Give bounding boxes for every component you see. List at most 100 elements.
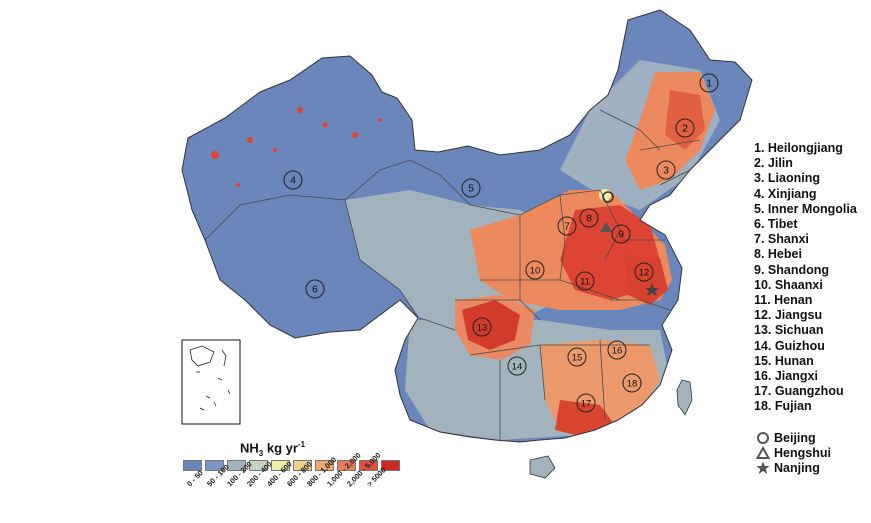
province-number-marker: 7: [557, 216, 577, 236]
city-legend: Beijing Hengshui Nanjing: [756, 430, 831, 475]
xinjiang-hotspot: [236, 183, 240, 187]
legend-swatch: [227, 460, 246, 471]
province-legend-item: 2. Jilin: [754, 156, 793, 171]
province-legend-item: 12. Jiangsu: [754, 308, 823, 323]
svg-text:12: 12: [639, 268, 650, 279]
province-number-marker: 17: [576, 393, 596, 413]
legend-title-unit: kg yr: [263, 440, 298, 456]
province-number-marker: 10: [525, 260, 545, 280]
svg-text:13: 13: [477, 323, 488, 334]
legend-swatch: [249, 460, 268, 471]
province-number-marker: 14: [507, 356, 527, 376]
legend-swatch: [183, 460, 202, 471]
circle-icon: [757, 431, 769, 444]
province-number-marker: 16: [607, 340, 627, 360]
svg-text:17: 17: [581, 399, 592, 410]
legend-title: NH3 kg yr-1: [240, 440, 305, 458]
province-number-marker: 9: [611, 224, 631, 244]
svg-text:9: 9: [618, 229, 624, 241]
xinjiang-hotspot: [247, 137, 253, 143]
legend-swatch: [205, 460, 224, 471]
south-china-sea-inset: [181, 339, 241, 425]
svg-text:11: 11: [580, 277, 590, 288]
svg-text:4: 4: [290, 175, 296, 187]
province-legend-item: 6. Tibet: [754, 217, 798, 232]
province-number-marker: 12: [634, 262, 654, 282]
svg-text:7: 7: [564, 221, 570, 233]
legend-swatch: [359, 460, 378, 471]
city-markers: [600, 191, 659, 296]
legend-swatch: [315, 460, 334, 471]
province-legend-item: 18. Fujian: [754, 399, 812, 414]
legend-swatch: [381, 460, 400, 471]
province-legend-item: 14. Guizhou: [754, 338, 825, 353]
province-number-marker: 4: [283, 170, 303, 190]
province-legend-item: 1. Heilongjiang: [754, 141, 843, 155]
xinjiang-hotspot: [322, 122, 328, 128]
city-name: Nanjing: [774, 460, 820, 475]
province-legend-item: 5. Inner Mongolia: [754, 201, 857, 216]
xinjiang-hotspot: [378, 118, 382, 122]
province-boundaries: [204, 109, 701, 440]
province-legend-item: 15. Hunan: [754, 353, 814, 368]
xinjiang-hotspot: [273, 148, 277, 152]
province-number-marker: 11: [575, 271, 595, 291]
province-number-marker: 1: [699, 73, 719, 93]
hainan-island: [529, 455, 556, 479]
province-number-marker: 13: [472, 317, 492, 337]
svg-text:10: 10: [530, 266, 541, 277]
svg-text:1: 1: [706, 78, 712, 90]
province-legend-item: 13. Sichuan: [754, 323, 824, 338]
province-number-marker: 5: [461, 178, 481, 198]
province-legend-item: 10. Shaanxi: [754, 277, 823, 292]
svg-text:3: 3: [663, 165, 669, 177]
star-icon: [756, 461, 770, 474]
xinjiang-hotspot: [297, 107, 303, 113]
province-number-marker: 15: [567, 347, 587, 367]
province-legend-item: 11. Henan: [754, 293, 813, 308]
province-number-marker: 3: [656, 160, 676, 180]
legend-swatch: [293, 460, 312, 471]
legend-title-subscript: 3: [258, 448, 264, 458]
city-legend-row-beijing: Beijing: [756, 430, 831, 445]
china-outline: [181, 9, 753, 443]
beijing-marker: [602, 191, 614, 203]
province-legend-item: 17. Guangzhou: [754, 384, 844, 399]
xinjiang-hotspot: [352, 132, 358, 138]
legend-title-main: NH: [240, 440, 259, 456]
legend-title-superscript: -1: [297, 440, 306, 449]
province-legend-item: 16. Jiangxi: [754, 369, 818, 384]
province-number-marker: 2: [675, 118, 695, 138]
hengshui-marker: [600, 222, 612, 232]
legend-swatch: [337, 460, 356, 471]
svg-text:15: 15: [572, 353, 583, 364]
svg-text:2: 2: [682, 123, 688, 135]
svg-text:5: 5: [468, 183, 474, 195]
taiwan-island: [676, 379, 693, 416]
city-name: Hengshui: [774, 445, 831, 460]
triangle-icon: [756, 445, 770, 459]
nanjing-marker: [645, 283, 659, 296]
province-legend-item: 4. Xinjiang: [754, 186, 817, 201]
province-legend-item: 3. Liaoning: [754, 171, 820, 186]
province-legend-item: 7. Shanxi: [754, 232, 809, 247]
province-legend: 1. Heilongjiang 2. Jilin 3. Liaoning 4. Xin…: [754, 141, 857, 415]
province-legend-item: 9. Shandong: [754, 262, 829, 277]
province-number-marker: 6: [305, 279, 325, 299]
city-legend-row-nanjing: Nanjing: [756, 460, 831, 475]
svg-text:6: 6: [312, 284, 318, 296]
city-name: Beijing: [774, 430, 816, 445]
red-zone-guangdong: [555, 400, 615, 436]
xinjiang-hotspot: [211, 151, 219, 159]
province-number-marker: 8: [579, 208, 599, 228]
city-legend-row-hengshui: Hengshui: [756, 445, 831, 460]
svg-text:18: 18: [627, 379, 638, 390]
province-legend-item: 8. Hebei: [754, 247, 802, 262]
svg-text:14: 14: [512, 362, 523, 373]
svg-text:16: 16: [612, 346, 623, 357]
svg-text:8: 8: [586, 213, 592, 225]
red-zone-heilongjiang: [665, 90, 705, 150]
legend-swatches: [183, 460, 403, 471]
